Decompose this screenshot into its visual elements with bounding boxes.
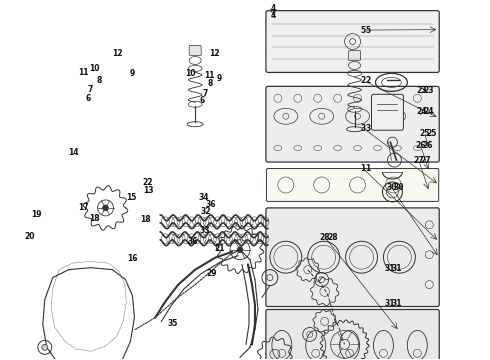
Text: 4: 4: [270, 4, 276, 13]
Text: 23: 23: [416, 86, 427, 95]
Text: 9: 9: [217, 75, 222, 84]
Text: 36: 36: [187, 237, 197, 246]
Text: 14: 14: [68, 148, 78, 157]
Text: 31: 31: [392, 265, 402, 274]
Circle shape: [102, 205, 108, 211]
Text: 8: 8: [97, 76, 102, 85]
Text: 31: 31: [384, 265, 395, 274]
Text: 7: 7: [87, 85, 93, 94]
Text: 34: 34: [199, 193, 209, 202]
Text: 10: 10: [185, 69, 196, 78]
Text: 2: 2: [361, 76, 366, 85]
Text: 17: 17: [78, 203, 89, 212]
Text: 6: 6: [85, 94, 91, 103]
Text: 11: 11: [78, 68, 88, 77]
Text: 12: 12: [112, 49, 122, 58]
Text: 7: 7: [202, 89, 208, 98]
Text: 30: 30: [393, 183, 404, 192]
Text: 1: 1: [361, 164, 366, 173]
Text: 10: 10: [89, 64, 100, 73]
Text: 27: 27: [414, 156, 424, 165]
Text: 20: 20: [24, 232, 34, 241]
Text: 26: 26: [423, 141, 433, 150]
Text: 8: 8: [207, 80, 213, 89]
Text: 16: 16: [127, 254, 138, 263]
Text: 15: 15: [126, 193, 137, 202]
Text: 36: 36: [206, 200, 216, 209]
Circle shape: [237, 247, 243, 253]
Text: 28: 28: [327, 233, 338, 242]
FancyBboxPatch shape: [266, 11, 439, 72]
Text: 22: 22: [142, 178, 152, 187]
Text: 24: 24: [424, 107, 434, 116]
Text: 27: 27: [421, 156, 431, 165]
Text: 31: 31: [392, 299, 402, 308]
Text: 32: 32: [201, 207, 211, 216]
Text: 26: 26: [416, 141, 426, 150]
Text: 18: 18: [89, 214, 100, 223]
Text: 31: 31: [384, 299, 395, 308]
Text: 2: 2: [365, 76, 370, 85]
FancyBboxPatch shape: [371, 94, 403, 130]
FancyBboxPatch shape: [266, 208, 439, 306]
Text: 33: 33: [200, 226, 210, 235]
Text: 24: 24: [416, 107, 427, 116]
Text: 5: 5: [361, 26, 366, 35]
Text: 30: 30: [386, 183, 397, 192]
Text: 12: 12: [210, 49, 220, 58]
FancyBboxPatch shape: [266, 86, 439, 162]
FancyBboxPatch shape: [189, 45, 201, 55]
Text: 25: 25: [419, 129, 430, 138]
FancyBboxPatch shape: [348, 50, 361, 60]
Text: 3: 3: [365, 123, 370, 132]
Text: 5: 5: [365, 26, 370, 35]
Text: 18: 18: [140, 215, 151, 224]
Text: 25: 25: [427, 129, 437, 138]
Text: 11: 11: [205, 71, 215, 80]
Text: 21: 21: [214, 244, 225, 253]
Text: 3: 3: [361, 123, 366, 132]
Text: 13: 13: [143, 185, 153, 194]
Text: 35: 35: [168, 319, 178, 328]
FancyBboxPatch shape: [267, 168, 439, 201]
Text: 4: 4: [270, 11, 276, 20]
Text: 28: 28: [320, 233, 330, 242]
Text: 9: 9: [130, 69, 135, 78]
FancyBboxPatch shape: [266, 310, 439, 360]
Text: 29: 29: [207, 269, 217, 278]
Text: 6: 6: [199, 96, 205, 105]
Text: 23: 23: [424, 86, 434, 95]
Text: 1: 1: [365, 164, 370, 173]
Circle shape: [42, 345, 48, 350]
Text: 19: 19: [31, 210, 41, 219]
